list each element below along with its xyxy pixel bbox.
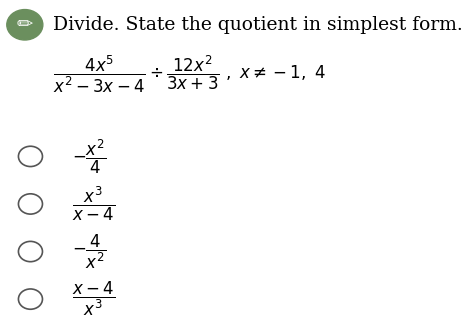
Circle shape <box>18 241 43 262</box>
Circle shape <box>7 9 43 40</box>
Text: Divide. State the quotient in simplest form.: Divide. State the quotient in simplest f… <box>53 16 463 34</box>
Text: ✏: ✏ <box>17 15 33 34</box>
Circle shape <box>18 194 43 214</box>
Text: $\dfrac{x-4}{x^3}$: $\dfrac{x-4}{x^3}$ <box>72 280 115 318</box>
Text: $\dfrac{x^3}{x-4}$: $\dfrac{x^3}{x-4}$ <box>72 185 115 223</box>
Text: $\dfrac{4x^5}{x^2-3x-4} \div \dfrac{12x^2}{3x+3}\ ,\ x \neq -1,\ 4$: $\dfrac{4x^5}{x^2-3x-4} \div \dfrac{12x^… <box>53 53 326 95</box>
Circle shape <box>18 146 43 166</box>
Text: $-\dfrac{4}{x^2}$: $-\dfrac{4}{x^2}$ <box>72 232 106 271</box>
Text: $-\dfrac{x^2}{4}$: $-\dfrac{x^2}{4}$ <box>72 137 106 176</box>
Circle shape <box>18 289 43 309</box>
